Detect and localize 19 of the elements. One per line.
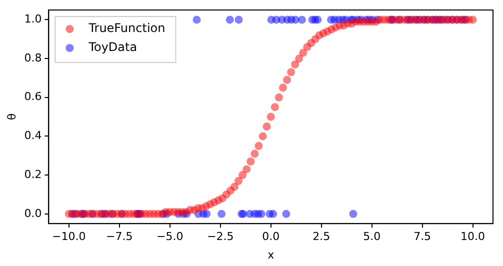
- y-axis-title: θ: [5, 113, 18, 120]
- x-tick-label: 2.5: [312, 230, 330, 244]
- legend-label: ToyData: [88, 40, 138, 54]
- y-tick-label: 0.4: [24, 129, 42, 142]
- y-tick-label: 0.6: [24, 90, 42, 104]
- y-tick-label: 0.2: [24, 168, 42, 181]
- y-tick-label: 0.8: [24, 51, 42, 64]
- x-axis-title: x: [268, 248, 275, 262]
- y-tick-label: 0.0: [24, 206, 42, 220]
- y-tick-label: 1.0: [24, 12, 42, 26]
- x-tick-label: −5.0: [156, 230, 184, 244]
- x-tick-label: 7.5: [414, 230, 432, 244]
- x-tick-label: −2.5: [207, 230, 234, 244]
- x-tick-label: 5.0: [363, 230, 381, 244]
- x-tick-label: −7.5: [106, 230, 133, 244]
- x-tick-label: 10.0: [460, 230, 486, 244]
- x-tick-label: 0.0: [262, 230, 280, 244]
- legend-label: TrueFunction: [88, 21, 166, 36]
- x-tick-label: −10.0: [52, 230, 86, 244]
